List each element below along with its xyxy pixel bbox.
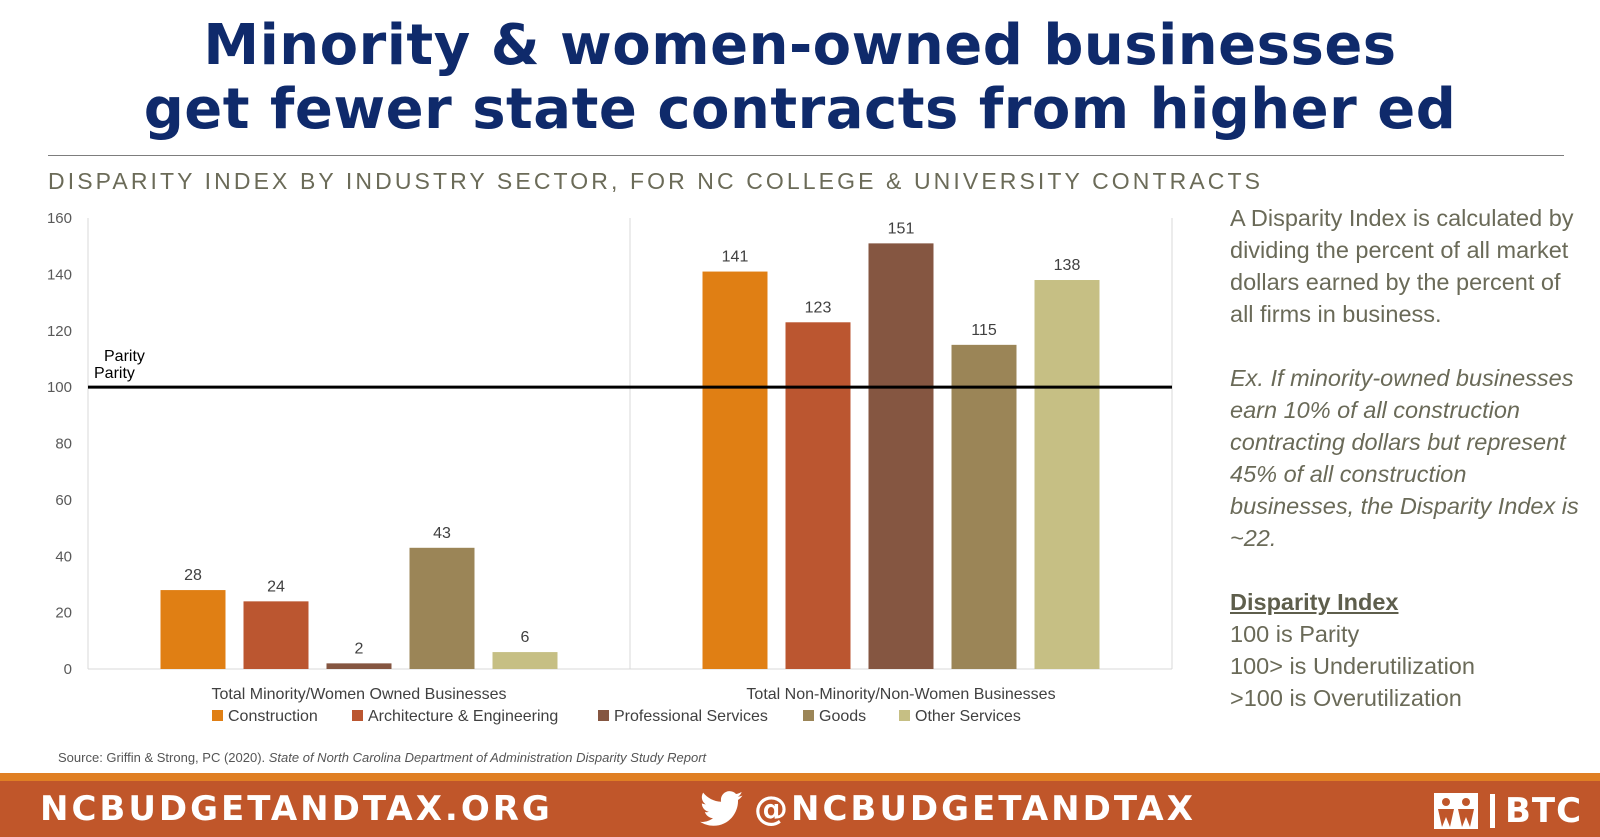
- legend-swatch: [352, 710, 363, 721]
- y-tick-label: 20: [55, 605, 72, 622]
- y-tick-label: 40: [55, 548, 72, 565]
- y-tick-label: 100: [47, 379, 72, 396]
- y-tick-label: 140: [47, 266, 72, 283]
- bar-other-services: [492, 652, 558, 669]
- bar-value-label: 141: [722, 249, 749, 266]
- footer-bar: NCBUDGETANDTAX.ORG @NCBUDGETANDTAX BTC: [0, 781, 1600, 837]
- bar-architecture-engineering: [243, 601, 309, 669]
- legend-label: Other Services: [915, 708, 1021, 725]
- example-text: Ex. If minority-owned businesses earn 10…: [1230, 365, 1579, 551]
- x-category-label: Total Non-Minority/Non-Women Businesses: [746, 686, 1055, 703]
- bar-goods: [409, 547, 475, 669]
- legend-label: Construction: [228, 708, 318, 725]
- btc-logo-text: BTC: [1505, 791, 1583, 831]
- title-line-2: get fewer state contracts from higher ed: [143, 77, 1457, 142]
- twitter-bird-icon: [700, 791, 743, 826]
- parity-rule: 100 is Parity: [1230, 621, 1360, 647]
- bar-value-label: 115: [971, 322, 997, 339]
- logo-separator: [1490, 794, 1495, 828]
- legend-swatch: [899, 710, 910, 721]
- bar-value-label: 123: [805, 299, 832, 316]
- page-title: Minority & women-owned businesses get fe…: [0, 14, 1600, 142]
- definition-text: A Disparity Index is calculated by divid…: [1230, 205, 1574, 327]
- parity-label: Parity: [94, 365, 135, 382]
- underutilization-rule: 100> is Underutilization: [1230, 653, 1475, 679]
- parity-label: Parity: [104, 348, 145, 365]
- bar-value-label: 43: [433, 525, 451, 542]
- bar-construction: [702, 271, 768, 669]
- bar-professional-services: [326, 663, 392, 669]
- bar-architecture-engineering: [785, 322, 851, 669]
- btc-logo: BTC: [1434, 791, 1582, 831]
- title-divider: [48, 155, 1564, 156]
- overutilization-rule: >100 is Overutilization: [1230, 685, 1462, 711]
- legend-swatch: [598, 710, 609, 721]
- source-note: Source: Griffin & Strong, PC (2020). Sta…: [58, 750, 706, 765]
- y-tick-label: 60: [55, 492, 72, 509]
- disparity-bar-chart: 0 20 40 60 80 100 120 140 160 28 24 2 43 6 Total Minor…: [47, 210, 1173, 725]
- bar-value-label: 138: [1054, 257, 1081, 274]
- chart-subtitle: DISPARITY INDEX BY INDUSTRY SECTOR, FOR …: [48, 168, 1264, 194]
- bar-other-services: [1034, 280, 1100, 669]
- x-category-label: Total Minority/Women Owned Businesses: [212, 686, 507, 703]
- bar-value-label: 28: [184, 567, 202, 584]
- explanation-panel: A Disparity Index is calculated by divid…: [1230, 202, 1590, 714]
- bar-value-label: 151: [888, 220, 915, 237]
- bar-value-label: 24: [267, 578, 285, 595]
- bar-value-label: 6: [521, 629, 530, 646]
- legend-label: Architecture & Engineering: [368, 708, 558, 725]
- legend-swatch: [803, 710, 814, 721]
- bar-goods: [951, 344, 1017, 669]
- bar-construction: [160, 590, 226, 669]
- source-prefix: Source: Griffin & Strong, PC (2020).: [58, 750, 266, 765]
- disparity-index-heading: Disparity Index: [1230, 589, 1399, 615]
- legend-label: Goods: [819, 708, 866, 725]
- twitter-handle-link[interactable]: @NCBUDGETANDTAX: [700, 789, 1196, 829]
- bar-value-label: 2: [355, 640, 364, 657]
- source-title: State of North Carolina Department of Ad…: [268, 750, 707, 765]
- y-tick-label: 120: [47, 323, 72, 340]
- y-tick-label: 0: [64, 661, 72, 678]
- title-line-1: Minority & women-owned businesses: [203, 13, 1397, 78]
- website-link[interactable]: NCBUDGETANDTAX.ORG: [40, 789, 553, 829]
- legend-label: Professional Services: [614, 708, 768, 725]
- btc-people-icon: [1434, 793, 1478, 829]
- legend-swatch: [212, 710, 223, 721]
- y-tick-label: 160: [47, 210, 72, 227]
- bar-professional-services: [868, 243, 934, 669]
- footer-stripe: [0, 773, 1600, 781]
- twitter-handle-text: @NCBUDGETANDTAX: [754, 789, 1196, 829]
- y-tick-label: 80: [55, 436, 72, 453]
